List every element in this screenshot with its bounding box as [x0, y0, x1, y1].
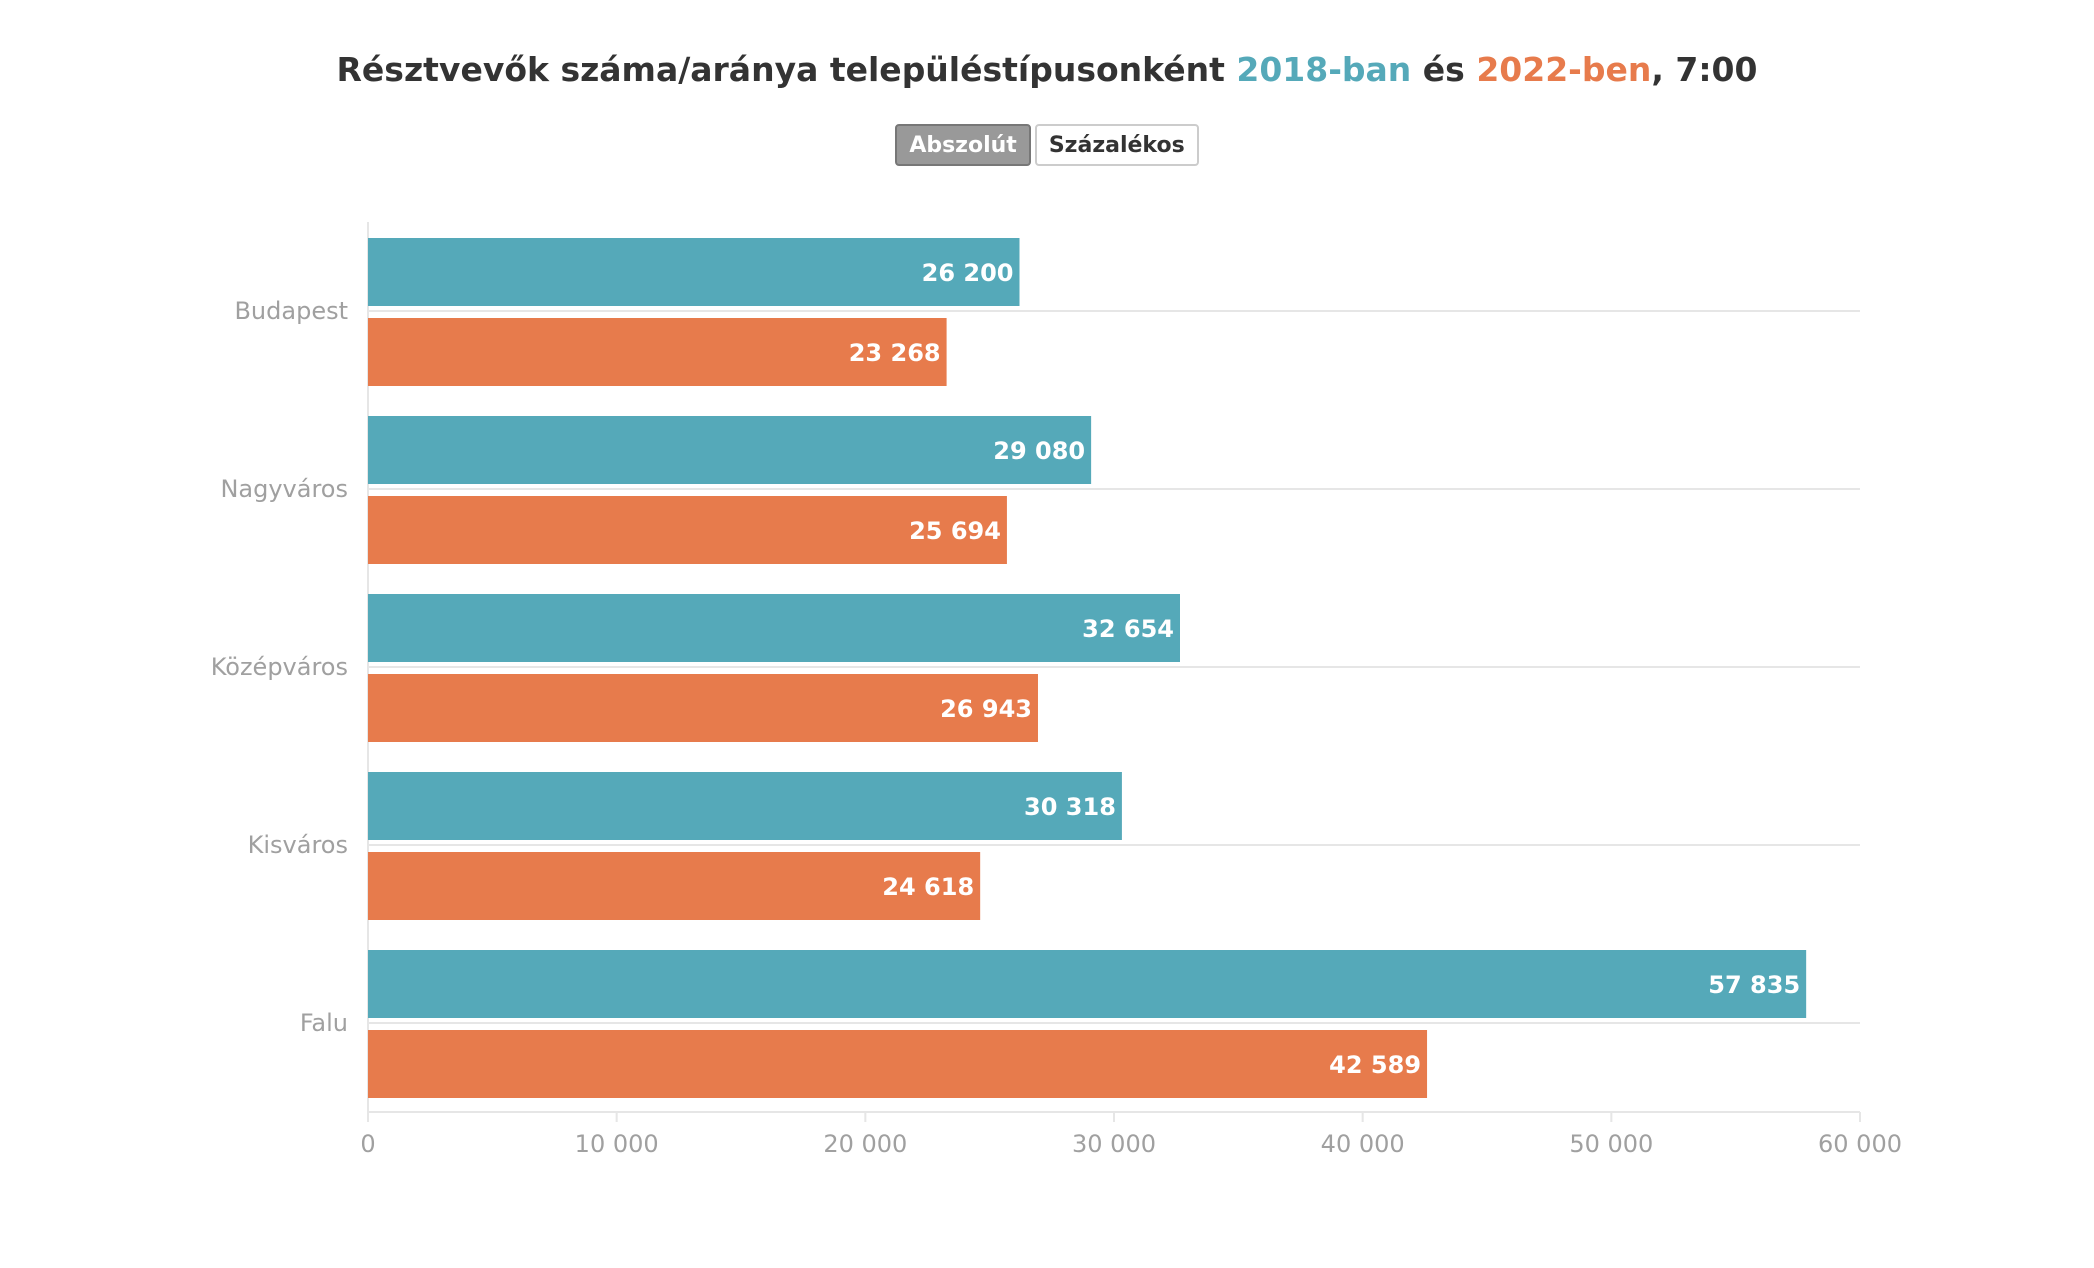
title-year-2022: 2022-ben — [1476, 50, 1652, 89]
bar-value-label: 42 589 — [1329, 1051, 1421, 1079]
x-tick-label: 50 000 — [1569, 1130, 1653, 1158]
bar-value-label: 26 943 — [940, 695, 1032, 723]
percent-button[interactable]: Százalékos — [1034, 124, 1199, 166]
title-suffix: , 7:00 — [1651, 50, 1758, 89]
bar-value-label: 23 268 — [849, 339, 941, 367]
x-tick-label: 30 000 — [1072, 1130, 1156, 1158]
x-tick-label: 20 000 — [823, 1130, 907, 1158]
x-tick-label: 10 000 — [575, 1130, 659, 1158]
x-tick-label: 60 000 — [1818, 1130, 1902, 1158]
bar-value-label: 32 654 — [1082, 615, 1174, 643]
bar-2018-ban — [368, 416, 1092, 484]
bar-value-label: 25 694 — [909, 517, 1001, 545]
category-label: Kisváros — [248, 831, 348, 859]
category-label: Falu — [300, 1009, 348, 1037]
title-prefix: Résztvevők száma/aránya településtípuson… — [336, 50, 1237, 89]
bar-value-label: 29 080 — [993, 437, 1085, 465]
bar-value-label: 57 835 — [1708, 971, 1800, 999]
bar-value-label: 26 200 — [922, 259, 1014, 287]
category-label: Középváros — [211, 653, 348, 681]
bar-2022-ben — [368, 496, 1007, 564]
bar-2018-ban — [368, 594, 1180, 662]
bar-2018-ban — [368, 772, 1122, 840]
bar-2022-ben — [368, 1030, 1428, 1098]
bar-2022-ben — [368, 318, 947, 386]
chart-title: Résztvevők száma/aránya településtípuson… — [0, 50, 2094, 89]
title-year-2018: 2018-ban — [1236, 50, 1412, 89]
bar-value-label: 24 618 — [882, 873, 974, 901]
x-tick-label: 0 — [360, 1130, 375, 1158]
x-tick-label: 40 000 — [1321, 1130, 1405, 1158]
category-label: Budapest — [234, 297, 348, 325]
absolute-button[interactable]: Abszolút — [895, 124, 1031, 166]
title-middle: és — [1411, 50, 1477, 89]
view-toggle: Abszolút Százalékos — [0, 124, 2094, 166]
bar-value-label: 30 318 — [1024, 793, 1116, 821]
bar-2018-ban — [368, 950, 1807, 1018]
category-label: Nagyváros — [220, 475, 348, 503]
bar-2022-ben — [368, 674, 1038, 742]
bar-2022-ben — [368, 852, 981, 920]
bar-2018-ban — [368, 238, 1020, 306]
